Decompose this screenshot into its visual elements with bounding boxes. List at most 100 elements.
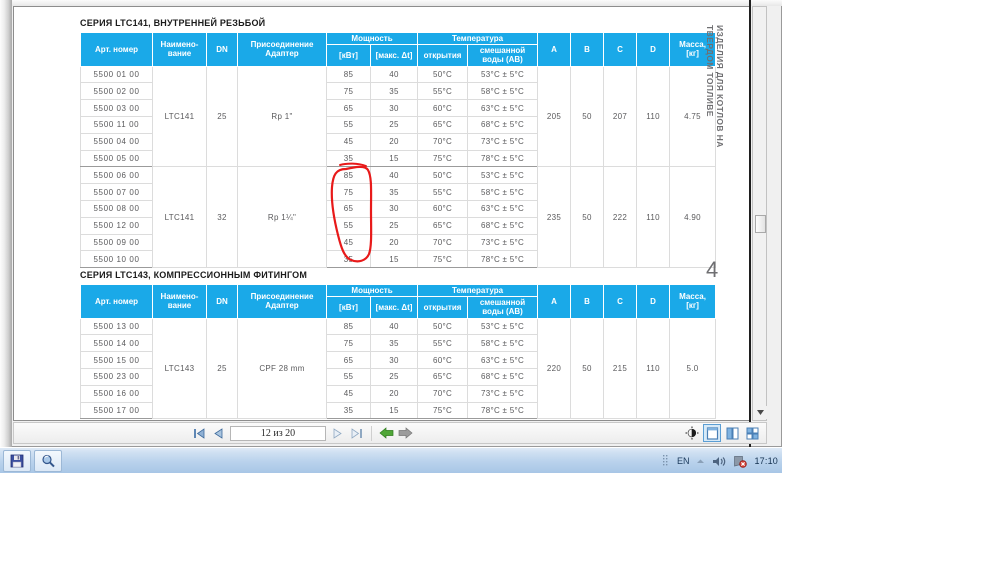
cell-power-kw: 55 xyxy=(326,115,371,134)
table-row: 5500 01 00 LTC141 25 Rp 1" 85 40 50°C 53°C ± 5°… xyxy=(80,65,717,168)
page-indicator[interactable]: 12 из 20 xyxy=(230,425,326,441)
th-d: D xyxy=(636,32,671,67)
cell-article: 5500 12 00 xyxy=(80,216,153,235)
document-vertical-scrollbar[interactable] xyxy=(752,6,767,421)
th-temp-open: открытия xyxy=(417,44,469,67)
cell-temp-mixed: 58°C ± 5°C xyxy=(467,334,539,353)
go-forward-button[interactable] xyxy=(397,425,414,442)
cell-temp-mixed: 68°C ± 5°C xyxy=(467,216,539,235)
cell-power-kw: 55 xyxy=(326,367,371,386)
th-temp-mixed: смешанной воды (АВ) xyxy=(467,296,539,319)
cell-b: 50 xyxy=(570,166,605,269)
desktop-background-right xyxy=(783,0,1000,473)
page-canvas[interactable]: СЕРИЯ LTC141, ВНУТРЕННЕЙ РЕЗЬБОЙ Арт. но… xyxy=(13,6,750,421)
cell-temp-open: 50°C xyxy=(417,317,469,336)
arrow-left-green-icon xyxy=(379,427,394,439)
cell-temp-mixed: 78°C ± 5°C xyxy=(467,250,539,269)
cell-power-dt: 25 xyxy=(369,216,419,235)
view-mode-group xyxy=(682,424,762,442)
tray-action-center-button[interactable] xyxy=(733,455,748,468)
single-page-view-button[interactable] xyxy=(703,424,721,442)
cell-power-dt: 30 xyxy=(369,99,419,117)
cell-temp-open: 55°C xyxy=(417,82,469,101)
cell-temp-mixed: 53°C ± 5°C xyxy=(467,166,539,185)
cell-b: 50 xyxy=(570,317,605,420)
cell-b: 50 xyxy=(570,65,605,168)
scrollbar-down-arrow[interactable] xyxy=(754,406,767,419)
previous-page-button[interactable] xyxy=(210,425,227,442)
table-subheader-row: [кВт] [макс. Δt] открытия смешанной воды… xyxy=(81,296,716,319)
two-page-view-button[interactable] xyxy=(723,424,741,442)
cell-mass: 5.0 xyxy=(669,317,717,420)
tray-volume-button[interactable] xyxy=(712,455,726,468)
brightness-contrast-button[interactable] xyxy=(683,424,701,442)
four-page-view-button[interactable] xyxy=(743,424,761,442)
section-title-ltc143: СЕРИЯ LTC143, КОМПРЕССИОННЫМ ФИТИНГОМ xyxy=(80,270,308,280)
desktop-background-bottom xyxy=(0,473,1000,562)
taskbar-search-app-button[interactable] xyxy=(34,449,62,472)
table-body-ltc143: 5500 13 00 LTC143 25 CPF 28 mm 85 40 50°C 53°C … xyxy=(80,317,717,420)
cell-temp-mixed: 73°C ± 5°C xyxy=(467,132,539,151)
next-page-button[interactable] xyxy=(329,425,346,442)
th-b: B xyxy=(570,32,605,67)
cell-article: 5500 09 00 xyxy=(80,233,153,252)
cell-a: 220 xyxy=(537,317,572,420)
table-header-row: Арт. номер Наимено- вание DN Присоединен… xyxy=(80,283,717,319)
cell-power-kw: 85 xyxy=(326,317,371,336)
cell-power-kw: 75 xyxy=(326,183,371,201)
th-c: C xyxy=(603,32,638,67)
cell-article: 5500 16 00 xyxy=(80,384,153,403)
document-viewer-window: СЕРИЯ LTC141, ВНУТРЕННЕЙ РЕЗЬБОЙ Арт. но… xyxy=(0,0,782,447)
cell-c: 222 xyxy=(603,166,638,269)
cell-power-dt: 25 xyxy=(369,367,419,386)
magnifier-icon xyxy=(42,454,55,467)
first-page-button[interactable] xyxy=(191,425,208,442)
th-power-kw: [кВт] xyxy=(326,296,371,319)
th-temp-mixed: смешанной воды (АВ) xyxy=(467,44,539,67)
th-d: D xyxy=(636,284,671,319)
go-back-button[interactable] xyxy=(378,425,395,442)
tray-clock[interactable]: 17:10 xyxy=(754,456,778,466)
cell-temp-mixed: 68°C ± 5°C xyxy=(467,367,539,386)
window-inner-dark-rule xyxy=(749,0,751,447)
cell-article: 5500 14 00 xyxy=(80,334,153,353)
cell-power-kw: 35 xyxy=(326,149,371,168)
single-page-view-icon xyxy=(706,426,718,440)
cell-power-dt: 25 xyxy=(369,115,419,134)
last-page-button[interactable] xyxy=(348,425,365,442)
tray-show-hidden-icons-button[interactable] xyxy=(696,457,705,466)
chevron-up-icon xyxy=(697,459,705,463)
table-header-row: Арт. номер Наимено- вание DN Присоединен… xyxy=(80,31,717,67)
next-page-icon xyxy=(333,427,342,439)
section-title-ltc141: СЕРИЯ LTC141, ВНУТРЕННЕЙ РЕЗЬБОЙ xyxy=(80,18,266,28)
two-page-view-icon xyxy=(726,427,738,439)
th-a: A xyxy=(537,32,572,67)
cell-a: 205 xyxy=(537,65,572,168)
cell-temp-mixed: 78°C ± 5°C xyxy=(467,149,539,168)
window-frame-left xyxy=(0,0,12,447)
cell-temp-open: 75°C xyxy=(417,149,469,168)
table-row: 5500 02 00 75 35 55°C 58°C ± 5°C xyxy=(80,82,716,101)
cell-d: 110 xyxy=(636,166,671,269)
cell-power-dt: 20 xyxy=(369,233,419,252)
scrollbar-thumb[interactable] xyxy=(755,215,766,233)
cell-temp-open: 50°C xyxy=(417,166,469,185)
cell-temp-open: 60°C xyxy=(417,199,469,218)
grip-dots-icon xyxy=(662,455,668,466)
table-body-ltc141: 5500 01 00 LTC141 25 Rp 1" 85 40 50°C 53°C ± 5°… xyxy=(80,65,717,269)
cell-temp-open: 70°C xyxy=(417,132,469,151)
previous-page-icon xyxy=(214,427,223,439)
th-dn: DN xyxy=(206,284,238,319)
cell-article: 5500 23 00 xyxy=(80,367,153,386)
cell-power-kw: 45 xyxy=(326,384,371,403)
tray-grip-handle[interactable] xyxy=(662,454,670,468)
cell-temp-mixed: 53°C ± 5°C xyxy=(467,317,539,336)
cell-power-dt: 35 xyxy=(369,334,419,353)
cell-temp-mixed: 73°C ± 5°C xyxy=(467,384,539,403)
th-temperature-group: Температура xyxy=(417,283,539,298)
tray-language-indicator[interactable]: EN xyxy=(676,456,690,466)
desktop-taskbar: EN 17:10 xyxy=(0,447,782,473)
taskbar-save-app-button[interactable] xyxy=(3,449,31,472)
th-article: Арт. номер xyxy=(80,32,153,67)
cell-temp-mixed: 68°C ± 5°C xyxy=(467,115,539,134)
